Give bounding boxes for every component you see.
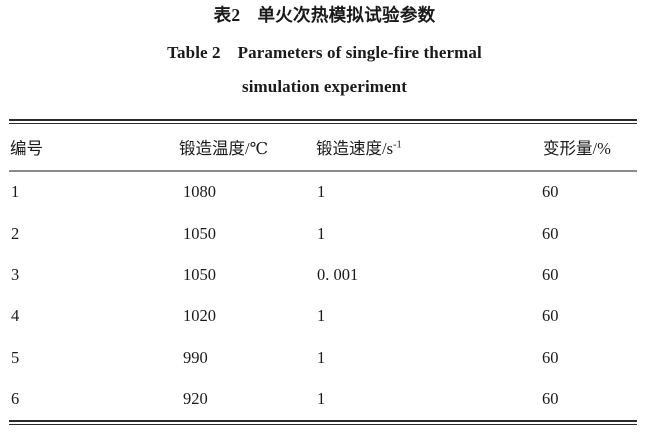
cell-deformation: 60 bbox=[542, 306, 559, 326]
cell-speed: 1 bbox=[317, 182, 326, 202]
cell-temperature: 990 bbox=[183, 347, 208, 367]
cell-speed: 1 bbox=[317, 347, 326, 367]
column-header-forging-speed-exponent: -1 bbox=[393, 139, 402, 151]
table-caption: 表2 单火次热模拟试验参数 Table 2 Parameters of single… bbox=[0, 0, 649, 95]
cell-temperature: 1080 bbox=[183, 182, 216, 202]
cell-id: 3 bbox=[11, 265, 20, 285]
caption-chinese-title: 单火次热模拟试验参数 bbox=[257, 5, 436, 25]
table-body-grid: 1 1080 1 60 2 1050 1 60 3 1050 0. 001 60 bbox=[9, 172, 637, 420]
table-rule-top bbox=[9, 119, 637, 124]
table-row: 4 1020 1 60 bbox=[9, 296, 637, 337]
column-header-deformation: 变形量/% bbox=[519, 124, 637, 170]
column-header-forging-temperature-label: 锻造温度/℃ bbox=[179, 138, 269, 158]
cell-deformation: 60 bbox=[542, 265, 559, 285]
table-header-row: 编号 锻造温度/℃ 锻造速度/s-1 变形量/% bbox=[9, 124, 637, 170]
caption-english-label: Table bbox=[167, 42, 208, 62]
table-rule-middle bbox=[9, 169, 637, 172]
cell-deformation: 60 bbox=[542, 182, 559, 202]
cell-id: 4 bbox=[11, 306, 20, 326]
table-rule-bottom bbox=[9, 419, 637, 425]
table-row: 1 1080 1 60 bbox=[9, 172, 637, 213]
cell-speed: 0. 001 bbox=[317, 265, 359, 285]
caption-english-title-line2: simulation experiment bbox=[241, 76, 407, 96]
column-header-deformation-label: 变形量/% bbox=[543, 138, 611, 158]
caption-english-line1: Table 2 Parameters of single-fire thermal bbox=[0, 44, 649, 61]
cell-temperature: 920 bbox=[183, 389, 208, 409]
column-header-forging-speed-label: 锻造速度/s-1 bbox=[316, 135, 519, 159]
cell-deformation: 60 bbox=[542, 389, 559, 409]
column-header-forging-speed-base: 锻造速度/s bbox=[316, 138, 394, 158]
table-row: 5 990 1 60 bbox=[9, 337, 637, 378]
cell-id: 1 bbox=[11, 182, 20, 202]
cell-temperature: 1050 bbox=[183, 223, 216, 243]
cell-deformation: 60 bbox=[542, 347, 559, 367]
column-header-id: 编号 bbox=[9, 124, 95, 170]
cell-temperature: 1020 bbox=[183, 306, 216, 326]
column-header-id-label: 编号 bbox=[10, 138, 43, 158]
table-row: 3 1050 0. 001 60 bbox=[9, 254, 637, 295]
table-grid: 编号 锻造温度/℃ 锻造速度/s-1 变形量/% bbox=[9, 124, 637, 170]
cell-speed: 1 bbox=[317, 306, 326, 326]
caption-chinese-label: 表 bbox=[213, 5, 232, 25]
table-header: 编号 锻造温度/℃ 锻造速度/s-1 变形量/% bbox=[9, 124, 637, 170]
cell-id: 2 bbox=[11, 223, 20, 243]
caption-chinese-number: 2 bbox=[231, 5, 241, 25]
table-body: 1 1080 1 60 2 1050 1 60 3 1050 0. 001 60 bbox=[9, 172, 637, 420]
table-row: 6 920 1 60 bbox=[9, 379, 637, 420]
cell-temperature: 1050 bbox=[183, 265, 216, 285]
cell-id: 5 bbox=[11, 347, 20, 367]
caption-chinese: 表2 单火次热模拟试验参数 bbox=[0, 5, 649, 27]
table-row: 2 1050 1 60 bbox=[9, 213, 637, 254]
caption-english-line2: simulation experiment bbox=[0, 78, 649, 95]
column-header-forging-speed: 锻造速度/s-1 bbox=[307, 124, 519, 170]
parameters-table: 编号 锻造温度/℃ 锻造速度/s-1 变形量/% bbox=[9, 119, 637, 425]
cell-speed: 1 bbox=[317, 389, 326, 409]
caption-english-number: 2 bbox=[212, 42, 221, 62]
cell-deformation: 60 bbox=[542, 223, 559, 243]
caption-english-title-line1: Parameters of single-fire thermal bbox=[237, 42, 482, 62]
cell-id: 6 bbox=[11, 389, 20, 409]
cell-speed: 1 bbox=[317, 223, 326, 243]
column-header-forging-temperature: 锻造温度/℃ bbox=[95, 124, 307, 170]
